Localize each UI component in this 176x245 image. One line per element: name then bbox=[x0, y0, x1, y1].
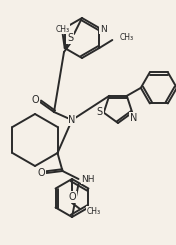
Text: O: O bbox=[38, 168, 45, 178]
Text: S: S bbox=[97, 107, 103, 117]
Text: CH₃: CH₃ bbox=[87, 207, 101, 216]
Text: CH₃: CH₃ bbox=[119, 33, 133, 41]
Text: N: N bbox=[57, 24, 64, 34]
Text: N: N bbox=[130, 113, 137, 123]
Text: CH₃: CH₃ bbox=[56, 24, 70, 34]
Text: N: N bbox=[100, 24, 107, 34]
Text: S: S bbox=[67, 33, 73, 43]
Text: NH: NH bbox=[81, 174, 95, 184]
Text: O: O bbox=[68, 192, 76, 202]
Text: N: N bbox=[68, 115, 76, 125]
Text: O: O bbox=[31, 95, 39, 105]
